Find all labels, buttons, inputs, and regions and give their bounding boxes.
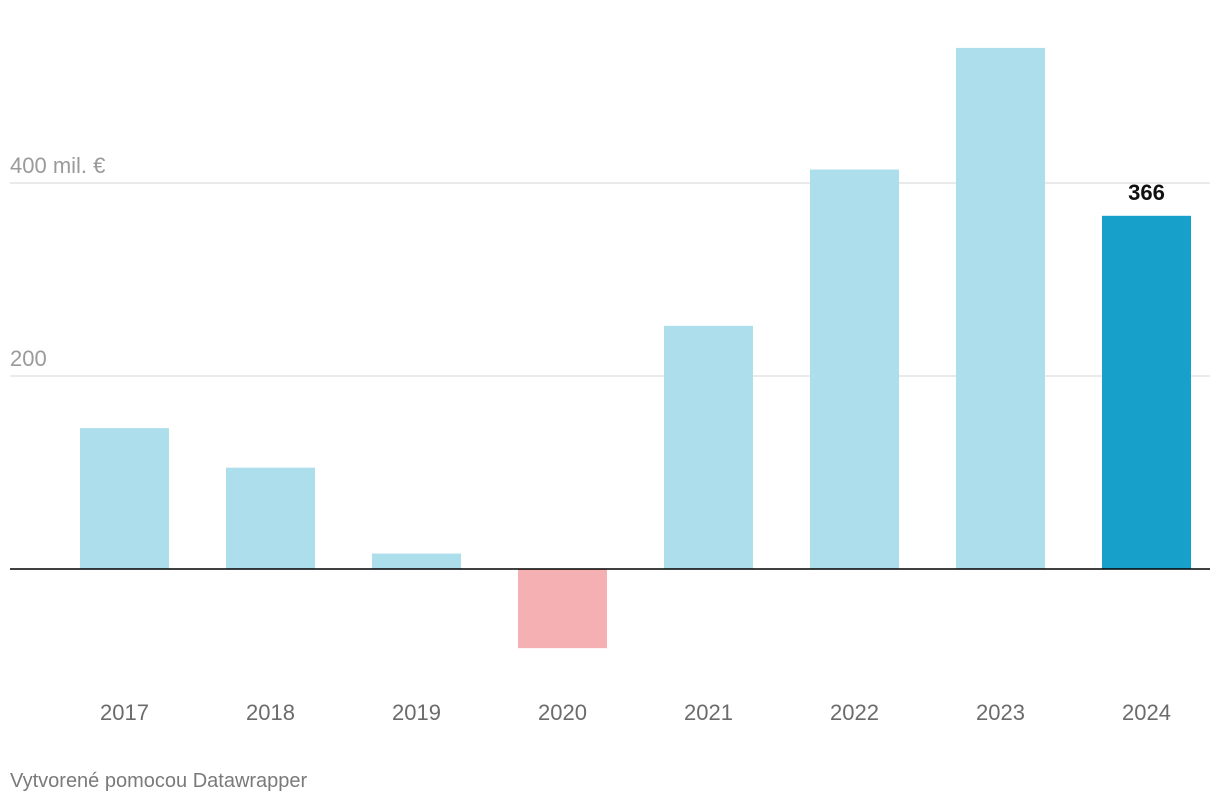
bar-2018 (226, 467, 315, 569)
y-tick-label: 400 mil. € (10, 153, 105, 178)
bar-value-label: 366 (1128, 180, 1165, 205)
labels: 400 mil. € 200 2017 2018 2019 2020 2021 2022 202… (10, 153, 1171, 725)
bar-2022 (810, 169, 899, 570)
x-category-label: 2021 (684, 700, 733, 725)
bar-2024 (1102, 215, 1191, 569)
bar-chart: 400 mil. € 200 2017 2018 2019 2020 2021 2022 202… (10, 47, 1210, 725)
x-category-label: 2024 (1122, 700, 1171, 725)
x-category-label: 2020 (538, 700, 587, 725)
bar-2021 (664, 325, 753, 569)
x-category-label: 2022 (830, 700, 879, 725)
bar-2023 (956, 47, 1045, 569)
y-tick-label: 200 (10, 346, 47, 371)
bar-2019 (372, 553, 461, 569)
x-category-label: 2017 (100, 700, 149, 725)
bar-2020 (518, 569, 607, 649)
x-category-label: 2018 (246, 700, 295, 725)
datawrapper-credit: Vytvorené pomocou Datawrapper (10, 770, 308, 792)
bars (80, 47, 1191, 649)
x-category-label: 2019 (392, 700, 441, 725)
x-category-label: 2023 (976, 700, 1025, 725)
bar-2017 (80, 428, 169, 569)
